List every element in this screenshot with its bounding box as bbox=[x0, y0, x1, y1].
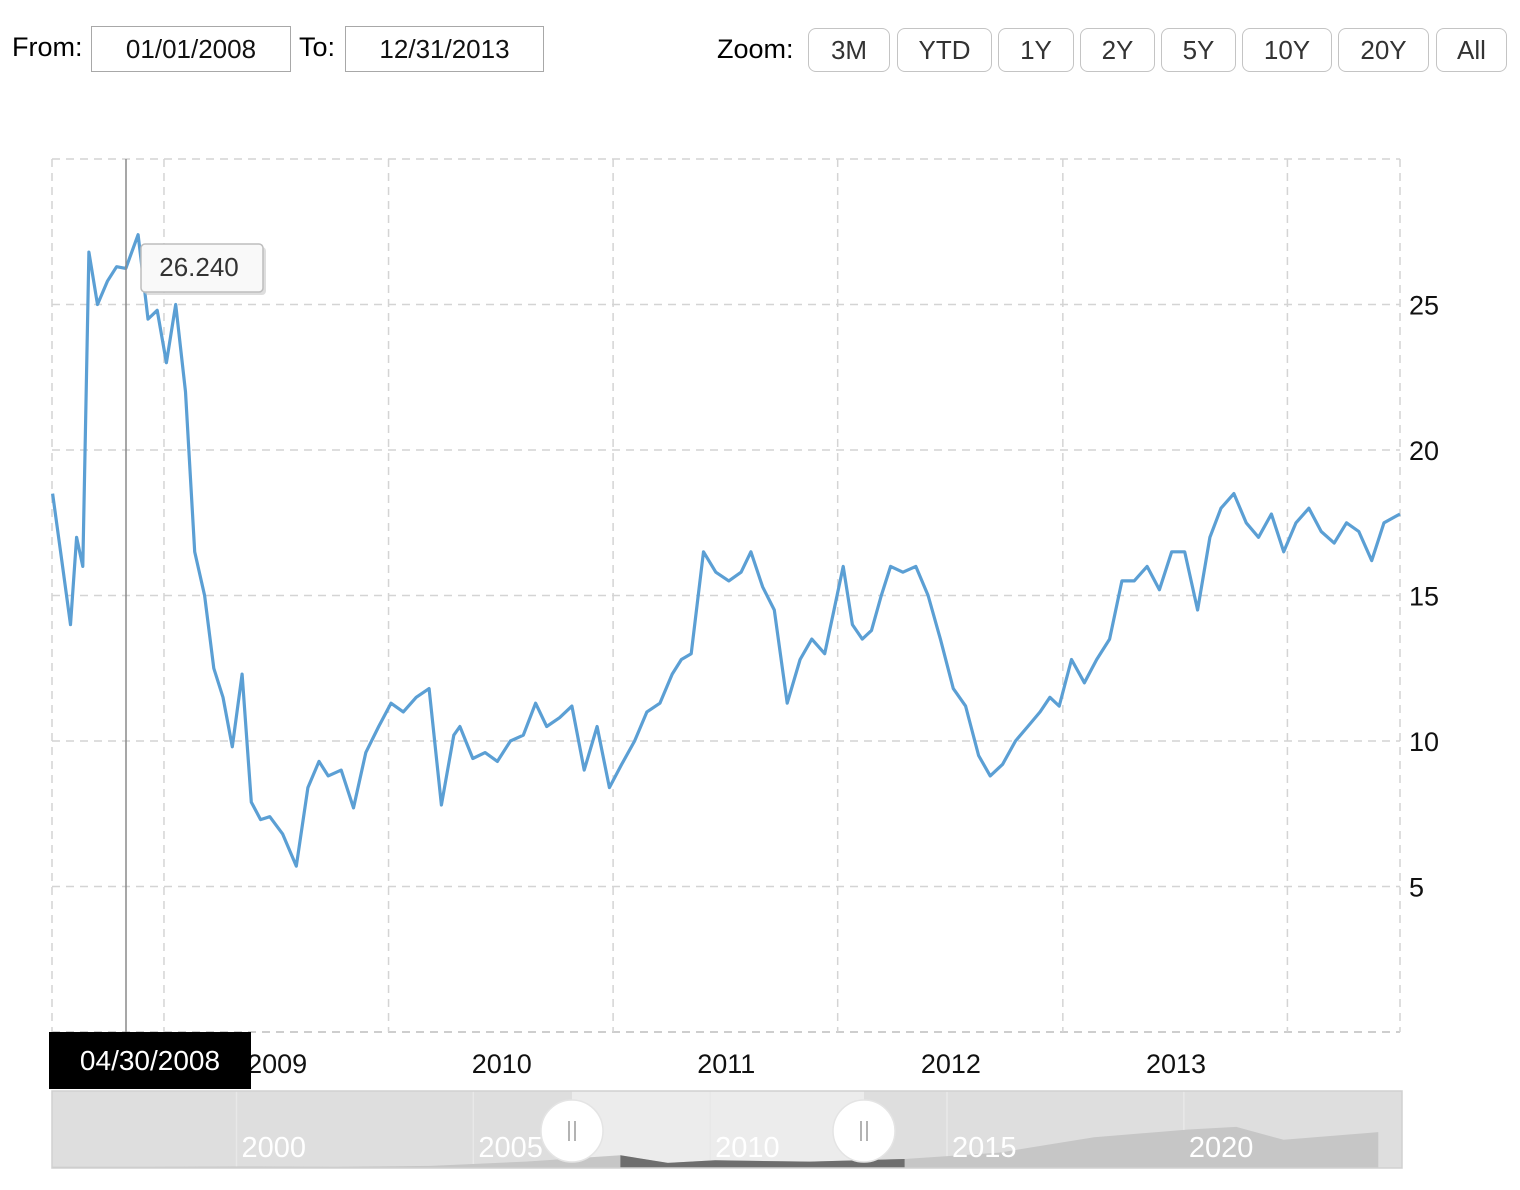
x-tick-label: 2012 bbox=[921, 1049, 981, 1079]
y-tick-label: 20 bbox=[1409, 436, 1439, 466]
zoom-label: Zoom: bbox=[717, 34, 794, 64]
navigator-area bbox=[52, 1126, 1379, 1168]
tooltip: 26.240 bbox=[140, 243, 266, 295]
navigator-selection[interactable] bbox=[572, 1091, 864, 1168]
series-line bbox=[51, 233, 1401, 868]
from-label: From: bbox=[12, 32, 83, 62]
x-tick-label: 2010 bbox=[472, 1049, 532, 1079]
from-date-input[interactable]: 01/01/2008 bbox=[91, 26, 291, 72]
y-tick-label: 25 bbox=[1409, 291, 1439, 321]
crosshair-date-text: 04/30/2008 bbox=[80, 1045, 220, 1076]
tooltip-value: 26.240 bbox=[159, 252, 239, 282]
navigator-year-label: 2020 bbox=[1189, 1132, 1254, 1164]
x-tick-label: 2011 bbox=[697, 1049, 755, 1079]
x-tick-label: 2009 bbox=[247, 1049, 307, 1079]
y-tick-label: 15 bbox=[1409, 582, 1439, 612]
zoom-1y-button[interactable]: 1Y bbox=[998, 28, 1074, 72]
navigator-left-handle[interactable] bbox=[540, 1099, 604, 1163]
navigator-year-label: 2000 bbox=[241, 1132, 306, 1164]
navigator-year-label: 2015 bbox=[952, 1132, 1017, 1164]
series-layer bbox=[51, 233, 1401, 868]
chart-grid bbox=[51, 158, 1401, 1033]
y-axis-ticks: 5 10 15 20 25 bbox=[1409, 291, 1439, 903]
zoom-5y-button[interactable]: 5Y bbox=[1161, 28, 1236, 72]
zoom-20y-button[interactable]: 20Y bbox=[1338, 28, 1429, 72]
zoom-ytd-button[interactable]: YTD bbox=[897, 28, 992, 72]
to-label: To: bbox=[299, 32, 336, 62]
navigator-selected-area bbox=[620, 1155, 905, 1168]
zoom-10y-button[interactable]: 10Y bbox=[1242, 28, 1332, 72]
navigator-right-handle[interactable] bbox=[832, 1099, 896, 1163]
crosshair-date-label: 04/30/2008 bbox=[49, 1032, 251, 1089]
zoom-2y-button[interactable]: 2Y bbox=[1080, 28, 1155, 72]
to-date-input[interactable]: 12/31/2013 bbox=[345, 26, 544, 72]
y-tick-label: 10 bbox=[1409, 727, 1439, 757]
navigator-year-label: 2010 bbox=[715, 1132, 780, 1164]
y-tick-label: 5 bbox=[1409, 873, 1424, 903]
x-axis-ticks: 2009 2010 2011 2012 2013 bbox=[247, 1049, 1206, 1079]
x-tick-label: 2013 bbox=[1146, 1049, 1206, 1079]
zoom-all-button[interactable]: All bbox=[1436, 28, 1507, 72]
navigator-year-label: 2005 bbox=[478, 1132, 543, 1164]
zoom-3m-button[interactable]: 3M bbox=[808, 28, 890, 72]
navigator[interactable]: 2000 2005 2010 2015 2020 bbox=[51, 1090, 1403, 1169]
